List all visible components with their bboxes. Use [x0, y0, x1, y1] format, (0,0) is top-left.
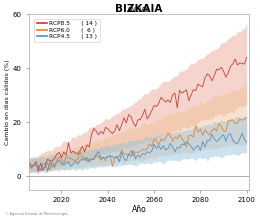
Text: © Agencia Estatal de Meteorología: © Agencia Estatal de Meteorología	[5, 212, 67, 216]
Y-axis label: Cambio en dias cálidos (%): Cambio en dias cálidos (%)	[4, 59, 10, 145]
Legend: RCP8.5      ( 14 ), RCP6.0      (  6 ), RCP4.5      ( 13 ): RCP8.5 ( 14 ), RCP6.0 ( 6 ), RCP4.5 ( 13…	[34, 19, 100, 42]
Text: ANUAL: ANUAL	[127, 7, 151, 13]
X-axis label: Año: Año	[132, 205, 146, 214]
Title: BIZKAIA: BIZKAIA	[115, 4, 163, 14]
